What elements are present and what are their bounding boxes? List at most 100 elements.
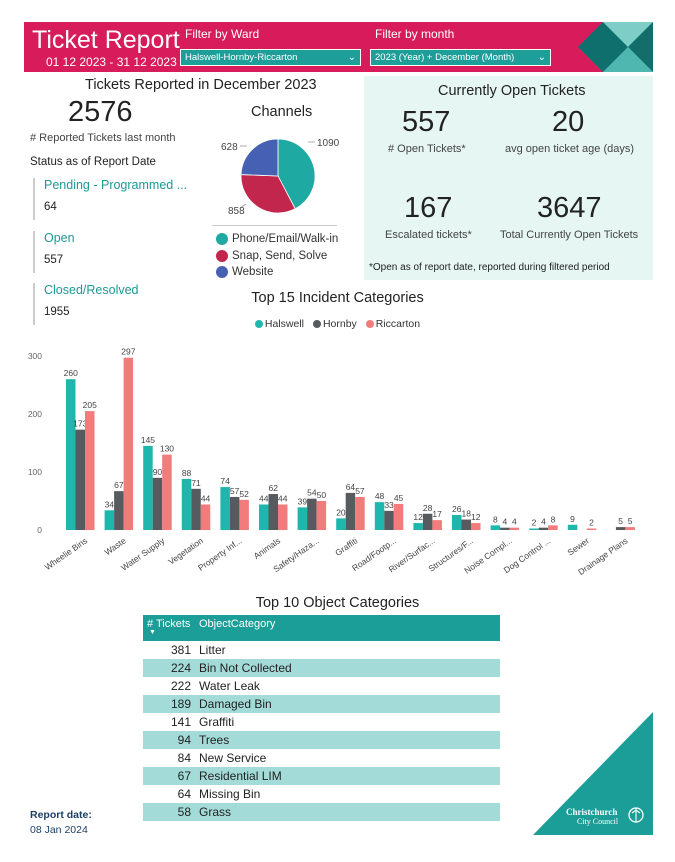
bar-halswell[interactable]	[529, 528, 539, 531]
table-row[interactable]: 381 Litter	[143, 641, 500, 659]
bar-riccarton[interactable]	[432, 520, 442, 530]
table-row[interactable]: 189 Damaged Bin	[143, 695, 500, 713]
avg-age-caption: avg open ticket age (days)	[505, 143, 635, 155]
bar-riccarton[interactable]	[509, 527, 520, 530]
bar-hornby[interactable]	[422, 513, 433, 530]
bar-riccarton[interactable]	[278, 504, 288, 530]
bar-hornby[interactable]	[114, 491, 124, 530]
status-open[interactable]: Open 557	[33, 231, 75, 273]
status-closed[interactable]: Closed/Resolved 1955	[33, 283, 139, 325]
status-pending[interactable]: Pending - Programmed ... 64	[33, 178, 187, 220]
x-tick-label: Wheelie Bins	[43, 535, 89, 572]
bar-hornby[interactable]	[191, 488, 201, 530]
ticket-count-cell: 224	[170, 661, 191, 675]
column-header-tickets[interactable]: # Tickets	[147, 618, 191, 630]
pie-slice-website[interactable]	[240, 138, 279, 177]
table-row[interactable]: 67 Residential LIM	[143, 767, 500, 785]
bar-riccarton[interactable]	[162, 454, 172, 530]
bar-data-label: 205	[83, 400, 97, 410]
table-row[interactable]: 222 Water Leak	[143, 677, 500, 695]
object-category-cell: Water Leak	[199, 679, 260, 693]
bar-hornby[interactable]	[345, 492, 356, 530]
legend-label: Phone/Email/Walk-in	[232, 233, 339, 246]
bar-halswell[interactable]	[413, 523, 423, 530]
bar-data-label: 88	[182, 468, 192, 478]
bar-hornby[interactable]	[615, 527, 626, 530]
bar-halswell[interactable]	[66, 379, 76, 530]
month-filter-dropdown[interactable]: 2023 (Year) + December (Month) ⌄	[370, 49, 551, 66]
bar-riccarton[interactable]	[548, 525, 558, 530]
bar-halswell[interactable]	[452, 514, 462, 530]
bar-riccarton[interactable]	[239, 499, 249, 530]
status-value: 1955	[44, 306, 70, 318]
table-row[interactable]: 64 Missing Bin	[143, 785, 500, 803]
table-row[interactable]: 84 New Service	[143, 749, 500, 767]
bar-data-label: 4	[502, 517, 507, 527]
legend-label: Halswell	[264, 318, 305, 330]
object-category-cell: Bin Not Collected	[199, 661, 292, 675]
legend-label: Snap, Send, Solve	[232, 250, 328, 263]
bar-hornby[interactable]	[538, 527, 549, 530]
pie-slice-snap-send-solve[interactable]	[240, 174, 296, 214]
column-header-category[interactable]: ObjectCategory	[199, 618, 276, 630]
bar-riccarton[interactable]	[123, 357, 134, 530]
bar-hornby[interactable]	[500, 527, 510, 530]
bar-hornby[interactable]	[75, 429, 86, 530]
table-row[interactable]: 224 Bin Not Collected	[143, 659, 500, 677]
bar-hornby[interactable]	[268, 494, 279, 530]
bar-data-label: 18	[462, 509, 472, 519]
bar-halswell[interactable]	[374, 502, 385, 530]
legend-item-phone[interactable]: Phone/Email/Walk-in	[216, 233, 338, 245]
pie-slice-phone-email-walk-in[interactable]	[277, 138, 316, 210]
bar-riccarton[interactable]	[625, 527, 635, 530]
table-row[interactable]: 58 Grass	[143, 803, 500, 821]
legend-item-website[interactable]: Website	[216, 266, 273, 278]
bar-riccarton[interactable]	[393, 503, 404, 530]
bar-halswell[interactable]	[490, 525, 501, 530]
logo-text-1: Christchurch	[566, 807, 617, 817]
bar-hornby[interactable]	[384, 510, 394, 530]
bar-halswell[interactable]	[297, 507, 308, 530]
bar-riccarton[interactable]	[85, 411, 95, 530]
bar-data-label: 8	[493, 514, 498, 524]
legend-dot	[216, 233, 228, 245]
bar-data-label: 130	[160, 444, 174, 454]
table-row[interactable]: 141 Graffiti	[143, 713, 500, 731]
bar-hornby[interactable]	[307, 498, 317, 530]
legend-item-snap[interactable]: Snap, Send, Solve	[216, 250, 327, 262]
bar-hornby[interactable]	[461, 519, 472, 530]
table-row[interactable]: 94 Trees	[143, 731, 500, 749]
legend-item-hornby[interactable]: Hornby	[312, 318, 357, 330]
bar-halswell[interactable]	[567, 524, 578, 530]
bar-halswell[interactable]	[143, 445, 153, 530]
bar-hornby[interactable]	[229, 496, 240, 530]
report-date: Report date: 08 Jan 2024	[30, 809, 92, 836]
bar-hornby[interactable]	[152, 477, 163, 530]
bar-halswell[interactable]	[259, 504, 269, 530]
legend-item-riccarton[interactable]: Riccarton	[365, 318, 420, 330]
bar-halswell[interactable]	[181, 478, 192, 530]
ward-filter-dropdown[interactable]: Halswell-Hornby-Riccarton ⌄	[180, 49, 361, 66]
bar-riccarton[interactable]	[316, 501, 327, 530]
escalated-count: 167	[404, 192, 453, 224]
bar-halswell[interactable]	[336, 518, 346, 530]
summary-title: Tickets Reported in December 2023	[85, 77, 317, 93]
object-category-cell: Litter	[199, 643, 226, 657]
bar-halswell[interactable]	[104, 510, 115, 530]
status-value: 64	[44, 201, 57, 213]
bar-riccarton[interactable]	[355, 496, 365, 530]
ticket-count-cell: 67	[177, 769, 191, 783]
object-category-cell: Graffiti	[199, 715, 235, 729]
bar-riccarton[interactable]	[586, 528, 597, 531]
legend-dot	[365, 320, 374, 329]
divider	[212, 225, 337, 226]
bar-data-label: 52	[239, 489, 249, 499]
avg-age: 20	[552, 106, 585, 138]
legend-item-halswell[interactable]: Halswell	[254, 318, 305, 330]
bar-halswell[interactable]	[220, 487, 230, 530]
sort-desc-icon[interactable]: ▼	[149, 629, 156, 636]
bar-data-label: 54	[307, 488, 317, 498]
bar-riccarton[interactable]	[471, 523, 481, 530]
bar-data-label: 45	[394, 493, 404, 503]
bar-riccarton[interactable]	[200, 504, 211, 530]
